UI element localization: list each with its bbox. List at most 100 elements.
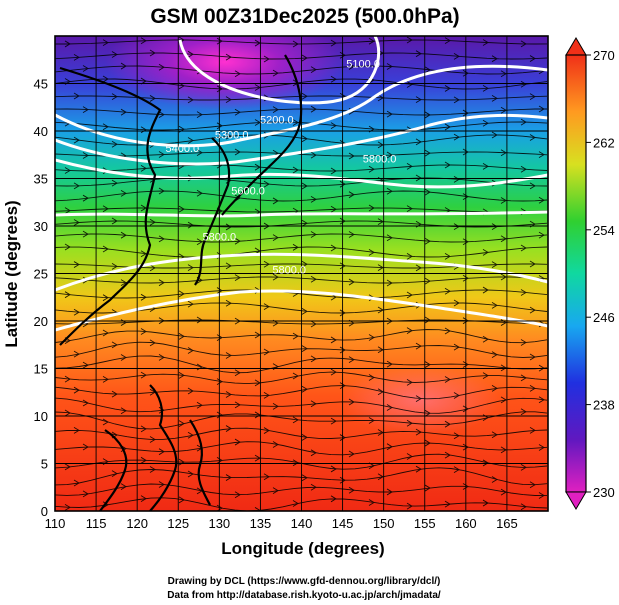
- wind-arrow: [310, 355, 317, 363]
- wind-arrow: [482, 248, 489, 256]
- colorbar: 230 238 246 254 262 270: [565, 37, 615, 510]
- wind-arrow: [102, 329, 109, 337]
- colorbar-ramp: [565, 54, 587, 493]
- contour-label: 5600.0: [231, 186, 265, 198]
- wind-arrow: [272, 487, 279, 494]
- wind-arrow: [140, 328, 147, 335]
- wind-arrow: [102, 294, 109, 302]
- wind-arrow: [187, 347, 194, 354]
- wind-arrow: [491, 261, 498, 268]
- wind-arrow: [111, 341, 118, 349]
- wind-arrow: [415, 342, 422, 350]
- wind-arrow: [424, 149, 431, 157]
- wind-arrow: [263, 473, 270, 481]
- x-tick-label: 135: [250, 516, 272, 531]
- wind-arrow: [406, 291, 413, 299]
- wind-arrow: [377, 264, 384, 271]
- wind-arrow: [444, 500, 451, 508]
- contour-label: 5800.0: [272, 265, 306, 277]
- wind-arrow: [310, 320, 317, 328]
- wind-arrow: [529, 353, 536, 361]
- wind-arrow: [82, 230, 89, 238]
- wind-arrow: [64, 167, 71, 174]
- wind-arrow: [310, 275, 317, 283]
- wind-arrow: [500, 488, 507, 496]
- wind-arrow: [140, 293, 147, 301]
- wind-arrow: [462, 443, 469, 451]
- wind-arrow: [415, 395, 422, 402]
- wind-arrow: [73, 219, 80, 226]
- wind-arrow: [234, 237, 241, 245]
- wind-arrow: [111, 263, 118, 270]
- wind-arrow: [310, 105, 317, 113]
- wind-arrow: [538, 492, 545, 499]
- plot-frame: [54, 35, 549, 512]
- wind-arrow: [491, 384, 498, 392]
- wind-arrow: [453, 223, 460, 231]
- wind-arrow: [500, 364, 507, 372]
- colorbar-tick-label: 254: [593, 223, 615, 238]
- x-tick-label: 150: [373, 516, 395, 531]
- wind-arrow: [462, 274, 469, 282]
- wind-arrow: [234, 108, 241, 116]
- wind-arrow: [462, 148, 469, 156]
- colorbar-tick-label: 238: [593, 398, 615, 413]
- wind-arrow: [520, 374, 527, 382]
- wind-arrow: [111, 93, 118, 100]
- wind-arrow: [415, 96, 422, 103]
- wind-arrow: [444, 287, 451, 295]
- wind-arrow: [187, 96, 194, 104]
- wind-arrow: [482, 459, 489, 467]
- wind-arrow: [348, 152, 355, 160]
- wind-arrow: [424, 484, 431, 492]
- wind-arrow: [415, 428, 422, 436]
- wind-arrow: [330, 167, 337, 175]
- wind-arrow: [377, 388, 384, 396]
- wind-arrow: [301, 307, 308, 315]
- wind-arrow: [178, 458, 185, 466]
- wind-arrow: [178, 205, 185, 213]
- wind-arrow: [216, 37, 223, 45]
- wind-arrow: [158, 448, 165, 456]
- wind-arrow: [64, 409, 71, 417]
- wind-arrow: [272, 197, 279, 205]
- x-tick-label: 160: [455, 516, 477, 531]
- wind-arrow: [444, 161, 451, 169]
- x-tick-label: 145: [332, 516, 354, 531]
- contour-label: 5100.0: [346, 58, 380, 70]
- wind-arrow: [102, 75, 109, 83]
- wind-arrow: [73, 92, 80, 100]
- wind-arrow: [196, 401, 203, 409]
- wind-arrow: [538, 105, 545, 113]
- wind-arrow: [538, 231, 545, 239]
- wind-arrow: [386, 234, 393, 242]
- wind-arrow: [520, 80, 527, 88]
- wind-arrow: [73, 350, 80, 358]
- wind-arrow: [424, 66, 431, 74]
- wind-arrow: [491, 95, 498, 102]
- wind-arrow: [196, 149, 203, 157]
- wind-arrow: [102, 375, 109, 383]
- wind-arrow: [158, 111, 165, 119]
- y-tick-label: 45: [34, 77, 48, 92]
- wind-arrow: [140, 165, 147, 172]
- wind-arrow: [120, 354, 127, 361]
- colorbar-tick-label: 262: [593, 135, 615, 150]
- wind-arrow: [520, 339, 527, 346]
- wind-arrow: [330, 465, 337, 473]
- wind-arrow: [301, 260, 308, 268]
- y-tick-label: 15: [34, 362, 48, 377]
- wind-arrow: [330, 417, 337, 425]
- wind-arrow: [339, 262, 346, 270]
- wind-arrow: [500, 70, 507, 78]
- wind-arrow: [158, 353, 165, 361]
- wind-arrow: [301, 345, 308, 353]
- wind-arrow: [406, 253, 413, 260]
- wind-arrow: [158, 187, 165, 195]
- wind-arrow: [453, 52, 460, 60]
- wind-arrow: [187, 137, 194, 144]
- wind-arrow: [520, 289, 527, 296]
- wind-arrow: [330, 75, 337, 83]
- wind-arrow: [462, 109, 469, 117]
- wind-arrow: [377, 94, 384, 102]
